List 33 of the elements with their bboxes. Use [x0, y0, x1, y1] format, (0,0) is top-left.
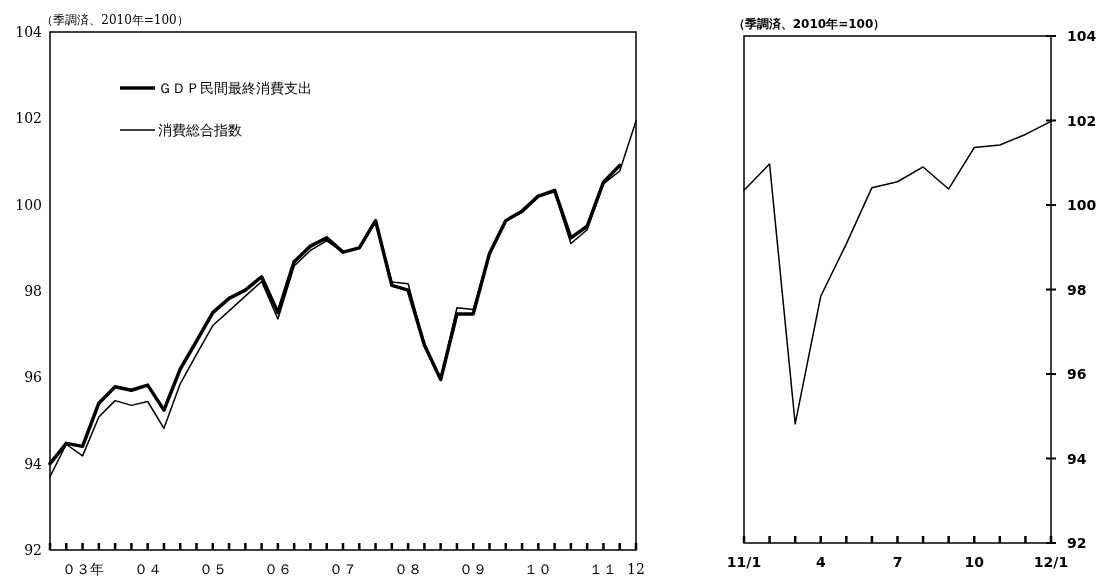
y-tick-label: 98: [24, 283, 42, 299]
x-tick-label: 11/1: [726, 554, 762, 570]
chart-title: （季調済、2010年=100）: [41, 13, 189, 27]
y-tick-label: 102: [15, 110, 42, 127]
x-tick-label: ０３年: [61, 561, 104, 577]
x-tick-label: 10: [964, 554, 985, 570]
x-tick-label: 7: [892, 554, 903, 570]
legend-label: ＧＤＰ民間最終消費支出: [158, 80, 312, 96]
x-tick-label: 4: [815, 554, 826, 570]
y2-tick-label: 94: [1067, 450, 1087, 467]
x-tick-label: １０: [524, 561, 553, 577]
y2-tick-label: 96: [1067, 366, 1087, 382]
y2-tick-label: 100: [1067, 197, 1097, 213]
x-tick-label: 12/1: [1033, 554, 1069, 570]
chart-title: （季調済、2010年=100）: [732, 17, 886, 31]
y2-tick-label: 98: [1067, 281, 1087, 298]
y2-tick-label: 102: [1067, 112, 1097, 129]
x-tick-label: ０６: [263, 561, 292, 577]
y-tick-label: 100: [15, 196, 42, 213]
y2-tick-label: 104: [1067, 28, 1097, 44]
x-tick-label: 12: [627, 561, 645, 577]
x-tick-label: １１: [589, 561, 618, 577]
y-tick-label: 92: [24, 542, 42, 558]
x-tick-label: ０７: [329, 561, 357, 577]
x-tick-label: ０５: [198, 561, 227, 577]
y-tick-label: 96: [24, 369, 43, 386]
x-tick-label: ０８: [394, 561, 423, 577]
legend-label: 消費総合指数: [158, 122, 242, 138]
y2-tick-label: 92: [1067, 535, 1087, 551]
y-tick-label: 94: [24, 455, 43, 472]
x-tick-label: ０９: [459, 561, 488, 577]
y-tick-label: 104: [15, 24, 43, 40]
x-tick-label: ０４: [133, 561, 162, 577]
